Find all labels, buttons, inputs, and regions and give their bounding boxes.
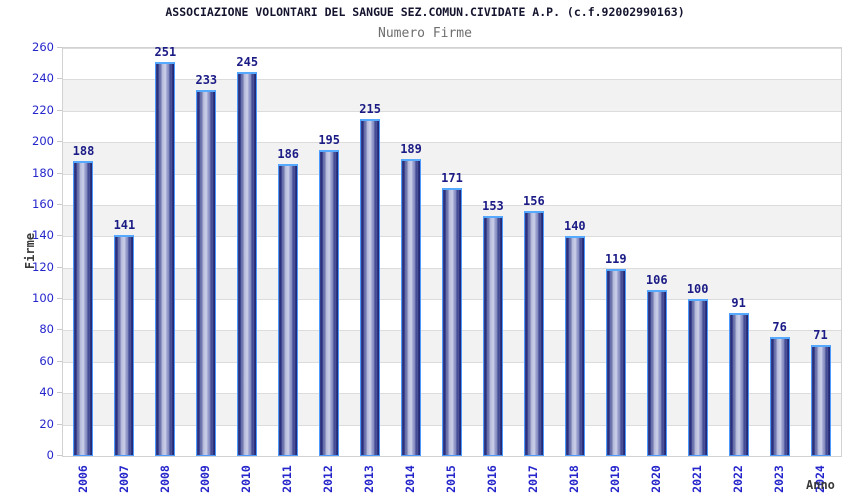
x-tick-label-2013: 2013 [362,465,377,493]
bar-2016 [482,215,503,456]
y-tick-mark [57,172,62,174]
y-tick-mark [57,455,62,456]
bar-2021 [687,299,708,456]
plot-area: 188 141 251 233 245 186 195 215 189 171 153 156 140 1… [62,45,842,457]
x-tick-label-2023: 2023 [771,465,786,493]
bar-2006 [73,161,94,456]
bar-2018 [564,236,585,456]
y-tick-mark [57,298,62,300]
x-tick-label-2007: 2007 [116,465,131,493]
bar-value-label: 100 [686,282,709,297]
y-tick-label: 120 [32,259,54,274]
y-tick-mark [57,141,62,143]
bar-value-label: 215 [359,101,381,116]
bar-value-label: 140 [563,219,586,234]
bar-2012 [319,150,340,456]
bar-value-label: 141 [113,217,136,232]
bar-2017 [523,211,544,456]
bar-2024 [810,344,831,456]
plot-band [63,79,841,111]
plot-band [63,142,841,174]
y-tick-label: 160 [32,196,54,211]
x-tick-label-2017: 2017 [525,465,540,493]
chart-title: ASSOCIAZIONE VOLONTARI DEL SANGUE SEZ.CO… [165,5,685,19]
y-tick-label: 60 [39,353,54,368]
bar-value-label: 171 [441,170,463,185]
chart-subtitle: Numero Firme [378,26,472,41]
bar-value-label: 245 [236,54,259,69]
y-tick-label: 100 [32,291,54,306]
bar-2022 [728,313,749,456]
x-tick-label-2020: 2020 [648,465,663,493]
bar-2010 [237,71,258,456]
bar-2013 [360,118,381,456]
gridline [63,48,841,49]
bar-2015 [442,187,462,456]
x-tick-label-2010: 2010 [239,465,254,493]
y-tick-label: 20 [39,416,54,431]
y-tick-mark [57,329,62,331]
bar-value-label: 106 [645,272,668,287]
bar-2020 [646,289,667,456]
x-tick-label-2015: 2015 [443,465,458,493]
bar-2019 [605,269,626,456]
bar-value-label: 153 [482,198,504,213]
y-tick-label: 240 [32,71,54,86]
x-tick-label-2021: 2021 [689,465,704,493]
y-tick-mark [57,392,62,394]
bar-2011 [278,164,299,456]
gridline [63,110,841,112]
bar-value-label: 189 [400,142,422,157]
y-tick-mark [57,78,62,80]
y-tick-label: 200 [32,134,54,149]
x-tick-label-2022: 2022 [730,465,745,493]
x-tick-label-2009: 2009 [198,465,213,493]
bar-value-label: 233 [195,73,218,88]
y-tick-label: 180 [32,165,54,180]
y-tick-label: 220 [32,102,54,117]
y-tick-mark [57,360,62,362]
bar-value-label: 119 [604,252,627,267]
y-tick-label: 80 [39,322,54,337]
gridline [63,79,841,81]
bar-2009 [196,90,217,456]
bar-value-label: 195 [318,133,340,147]
bar-value-label: 91 [731,296,746,311]
bar-value-label: 251 [154,45,177,60]
bar-2008 [155,62,176,456]
y-tick-mark [57,109,62,111]
bar-2023 [769,336,790,456]
x-tick-label-2014: 2014 [403,465,418,493]
y-tick-label: 0 [46,448,54,462]
y-tick-mark [57,47,62,48]
bar-value-label: 71 [813,327,828,342]
bar-2007 [114,234,135,456]
bar-value-label: 156 [523,194,545,209]
bar-value-label: 186 [277,147,300,162]
x-tick-label-2011: 2011 [280,465,295,493]
y-tick-mark [57,266,62,268]
gridline [63,142,841,144]
x-tick-label-2006: 2006 [75,465,90,493]
y-tick-mark [57,203,62,205]
bar-value-label: 188 [72,144,95,158]
x-axis-label: Anno [806,478,835,492]
x-tick-label-2008: 2008 [157,465,172,493]
gridline [63,173,841,175]
x-tick-label-2012: 2012 [321,465,336,493]
y-tick-label: 40 [39,385,54,400]
y-tick-label: 140 [32,228,54,243]
bar-2014 [401,159,422,456]
y-axis-label: Firme [23,232,37,270]
plot-band [63,111,841,142]
x-tick-label-2019: 2019 [607,465,622,493]
y-tick-mark [57,423,62,425]
bar-value-label: 76 [772,319,787,334]
y-tick-mark [57,235,62,237]
x-tick-label-2018: 2018 [566,465,581,493]
y-tick-label: 260 [32,40,54,54]
x-tick-label-2016: 2016 [484,465,499,493]
